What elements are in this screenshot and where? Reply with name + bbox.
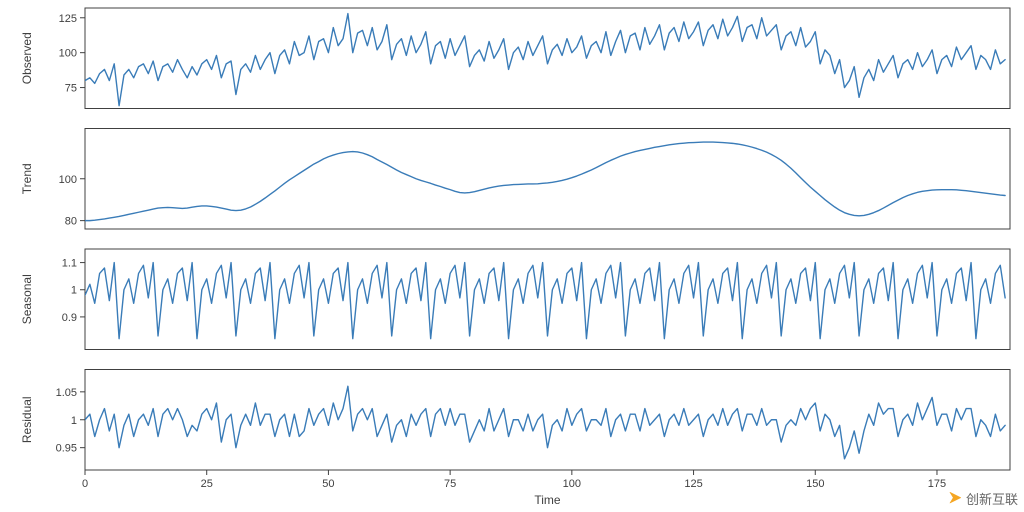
svg-text:1: 1 — [71, 285, 77, 297]
svg-text:1: 1 — [71, 415, 77, 427]
svg-text:0: 0 — [82, 478, 88, 490]
svg-text:100: 100 — [59, 174, 77, 186]
svg-text:125: 125 — [684, 478, 702, 490]
svg-text:125: 125 — [59, 13, 77, 25]
svg-text:150: 150 — [806, 478, 824, 490]
svg-text:Trend: Trend — [20, 163, 34, 194]
svg-text:0.9: 0.9 — [62, 312, 77, 324]
svg-text:100: 100 — [59, 48, 77, 60]
timeseries-decomposition-chart: 75100125Observed80100Trend0.911.1Seasona… — [0, 0, 1024, 512]
svg-text:1.05: 1.05 — [56, 387, 77, 399]
svg-text:1.1: 1.1 — [62, 258, 77, 270]
watermark-icon — [946, 489, 962, 508]
svg-text:0.95: 0.95 — [56, 443, 77, 455]
svg-text:Seasonal: Seasonal — [20, 274, 34, 324]
svg-text:25: 25 — [201, 478, 213, 490]
svg-text:175: 175 — [928, 478, 946, 490]
svg-text:Residual: Residual — [20, 396, 34, 443]
svg-text:100: 100 — [563, 478, 581, 490]
svg-text:Time: Time — [534, 493, 561, 507]
svg-text:50: 50 — [322, 478, 334, 490]
svg-text:75: 75 — [65, 83, 77, 95]
svg-text:75: 75 — [444, 478, 456, 490]
svg-text:80: 80 — [65, 216, 77, 228]
svg-text:Observed: Observed — [20, 32, 34, 84]
watermark-text: 创新互联 — [966, 489, 1018, 508]
watermark: 创新互联 — [946, 489, 1018, 508]
